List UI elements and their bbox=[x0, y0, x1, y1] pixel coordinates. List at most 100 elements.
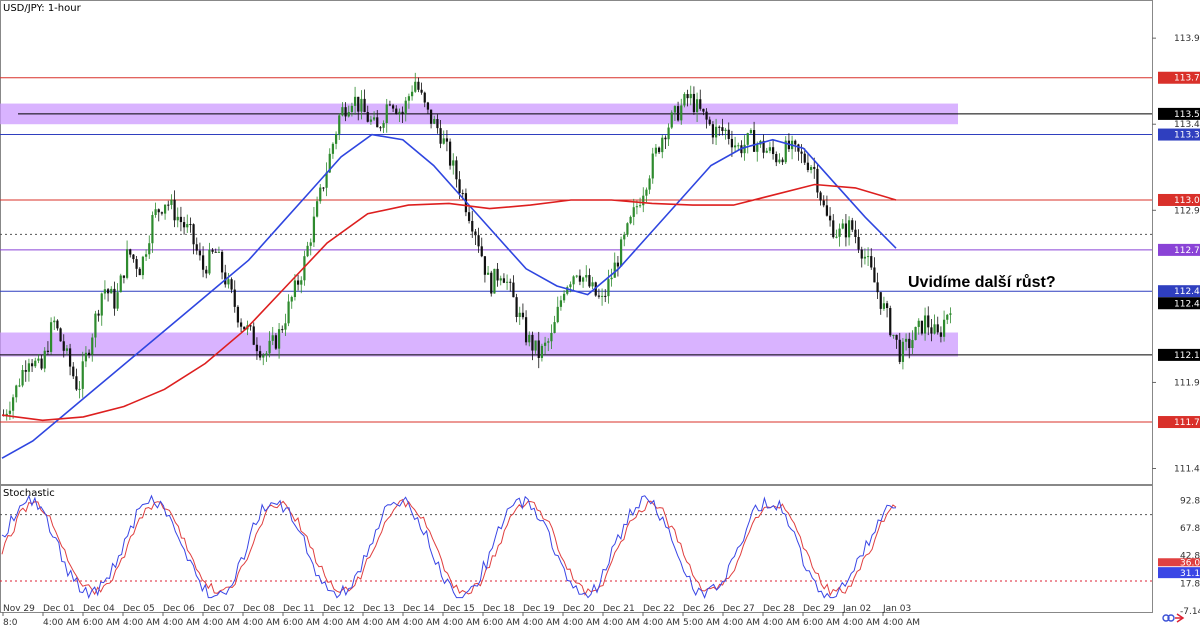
candle-body bbox=[277, 329, 281, 349]
candle-body bbox=[429, 109, 433, 124]
time-label: 4:00 AM bbox=[403, 618, 440, 628]
candle-body bbox=[809, 167, 813, 171]
candle-body bbox=[353, 96, 357, 106]
candle-body bbox=[334, 133, 338, 144]
candle-body bbox=[718, 126, 721, 128]
candle-body bbox=[711, 124, 715, 138]
candle-body bbox=[537, 340, 540, 358]
time-label: 4:00 AM bbox=[243, 618, 280, 628]
candle-body bbox=[426, 102, 430, 110]
scroll-arrow-icon[interactable] bbox=[1175, 613, 1185, 623]
date-label: Dec 12 bbox=[323, 604, 355, 614]
candle-body bbox=[141, 256, 145, 276]
stoch-tick-label: 92.86 bbox=[1180, 496, 1200, 506]
date-label: Dec 06 bbox=[163, 604, 195, 614]
candle-body bbox=[673, 106, 677, 113]
time-label: 4:00 AM bbox=[643, 618, 680, 628]
candle-body bbox=[220, 251, 224, 273]
candle-body bbox=[610, 277, 613, 280]
candle-body bbox=[144, 254, 148, 257]
candle-body bbox=[385, 104, 388, 123]
candle-body bbox=[214, 251, 217, 253]
candle-body bbox=[534, 340, 537, 351]
price-tag-label: 113.71 bbox=[1174, 74, 1200, 84]
candle-body bbox=[170, 199, 173, 205]
time-label: 4:00 AM bbox=[523, 618, 560, 628]
candle-body bbox=[97, 313, 100, 316]
candle-body bbox=[148, 243, 151, 255]
candle-body bbox=[471, 220, 474, 232]
candle-body bbox=[445, 138, 449, 142]
moving-averages bbox=[1, 133, 897, 459]
candle-body bbox=[281, 329, 284, 331]
candle-body bbox=[879, 292, 882, 309]
candle-body bbox=[493, 268, 496, 294]
candle-body bbox=[499, 278, 502, 281]
candle-body bbox=[559, 300, 563, 307]
candle-body bbox=[15, 385, 18, 398]
candle-body bbox=[490, 272, 493, 294]
candle-body bbox=[198, 250, 202, 256]
date-label: Dec 18 bbox=[483, 604, 515, 614]
candle-body bbox=[904, 338, 908, 342]
candle-body bbox=[933, 324, 936, 334]
candle-body bbox=[626, 223, 629, 235]
time-label: 5:00 AM bbox=[683, 618, 720, 628]
candle-body bbox=[81, 361, 84, 389]
stoch-d-value: 36.04 bbox=[1180, 558, 1200, 568]
candle-body bbox=[331, 143, 335, 154]
stoch-d-line bbox=[1, 498, 897, 597]
price-tag-bg bbox=[1158, 107, 1200, 120]
candle-body bbox=[629, 216, 632, 224]
candle-body bbox=[167, 204, 170, 206]
candle-body bbox=[591, 282, 594, 287]
candle-body bbox=[306, 245, 309, 257]
candle-body bbox=[946, 314, 949, 320]
candle-body bbox=[65, 348, 69, 351]
candle-body bbox=[341, 107, 344, 116]
candle-body bbox=[455, 160, 458, 180]
candle-body bbox=[186, 224, 189, 228]
date-label: Dec 13 bbox=[363, 604, 395, 614]
candle-body bbox=[452, 160, 455, 166]
candle-body bbox=[91, 337, 94, 355]
candle-body bbox=[360, 98, 363, 112]
candle-body bbox=[21, 369, 24, 386]
candle-body bbox=[566, 287, 569, 294]
time-label: 4:00 AM bbox=[563, 618, 600, 628]
candle-body bbox=[236, 306, 240, 323]
candle-body bbox=[382, 122, 385, 128]
link-icon[interactable] bbox=[1162, 614, 1175, 622]
candle-body bbox=[813, 167, 816, 169]
candle-body bbox=[553, 322, 556, 333]
price-tag-label: 112.47 bbox=[1174, 287, 1200, 297]
candle-body bbox=[876, 282, 879, 293]
stoch-tick-label: 17.86 bbox=[1180, 579, 1200, 589]
candle-body bbox=[56, 320, 59, 329]
candle-body bbox=[233, 289, 236, 307]
time-label: 6:00 AM bbox=[283, 618, 320, 628]
candle-body bbox=[391, 105, 395, 109]
candle-body bbox=[224, 272, 227, 285]
stoch-k-tag bbox=[1158, 567, 1200, 579]
candle-body bbox=[474, 231, 477, 236]
candle-body bbox=[376, 117, 379, 128]
candle-body bbox=[613, 262, 616, 278]
candle-body bbox=[689, 93, 692, 99]
candle-body bbox=[125, 249, 129, 278]
candle-body bbox=[597, 295, 601, 297]
candle-body bbox=[227, 279, 230, 285]
price-tick-label: 112.94 bbox=[1174, 206, 1200, 216]
time-label: 4:00 AM bbox=[203, 618, 240, 628]
candle-body bbox=[645, 189, 648, 196]
price-zone bbox=[0, 332, 958, 357]
candle-body bbox=[284, 323, 287, 330]
candle-body bbox=[885, 303, 889, 309]
candle-body bbox=[315, 201, 319, 217]
candle-body bbox=[581, 277, 585, 282]
candle-body bbox=[395, 108, 398, 114]
candle-body bbox=[252, 326, 255, 345]
candle-body bbox=[942, 319, 946, 337]
date-label: Nov 29 bbox=[3, 604, 35, 614]
